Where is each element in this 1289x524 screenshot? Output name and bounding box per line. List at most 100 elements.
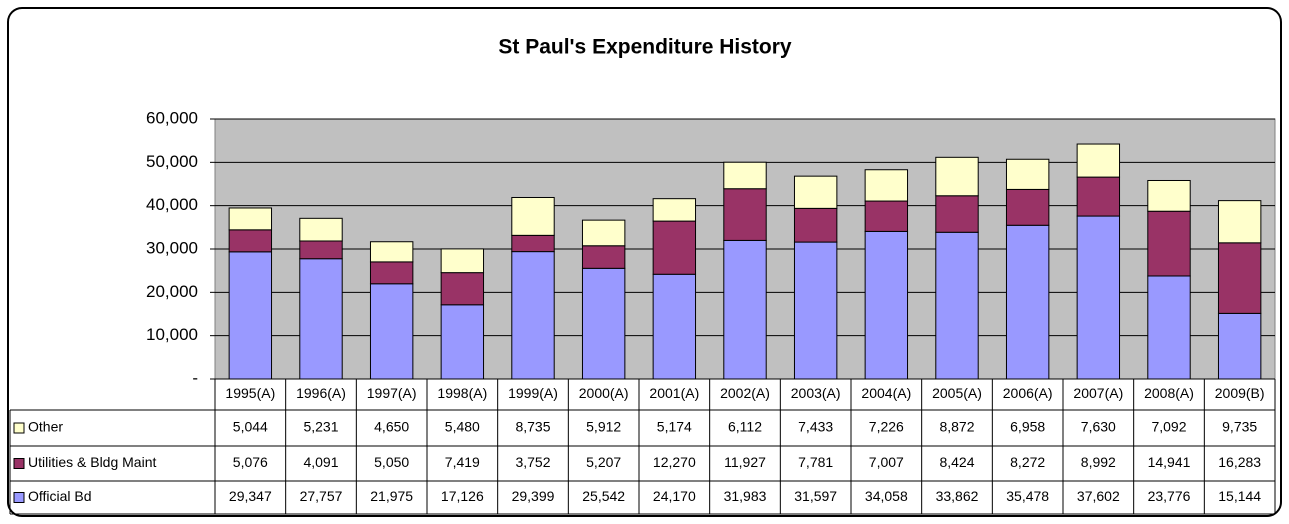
data-label: 8,424 [939, 454, 974, 470]
bar-segment [369, 283, 414, 380]
bar-segment [581, 219, 626, 247]
data-label: 9,735 [1222, 419, 1257, 435]
legend-label: Utilities & Bldg Maint [28, 454, 156, 470]
data-label: 35,478 [1006, 488, 1049, 504]
bar-segment [228, 229, 273, 253]
legend-label: Official Bd [28, 488, 92, 504]
bar-segment [723, 161, 767, 190]
x-tick-label: 2008(A) [1144, 385, 1194, 401]
data-label: 31,597 [794, 488, 837, 504]
data-label: 15,144 [1218, 488, 1261, 504]
x-tick-label: 1995(A) [225, 385, 275, 401]
bar-segment [299, 217, 343, 242]
bar-segment [1147, 275, 1191, 380]
data-label: 31,983 [724, 488, 767, 504]
legend-swatch [13, 422, 25, 434]
bar-segment [228, 207, 273, 231]
data-label: 7,092 [1151, 419, 1186, 435]
bar-segment [1076, 215, 1121, 380]
x-tick-label: 2003(A) [791, 385, 841, 401]
x-tick-label: 2006(A) [1003, 385, 1053, 401]
data-label: 29,347 [229, 488, 272, 504]
bar-segment [1217, 200, 1262, 244]
bar-segment [369, 261, 414, 285]
bar-segment [1005, 158, 1050, 190]
data-label: 5,231 [303, 419, 338, 435]
bar-segment [1147, 210, 1191, 277]
bar-segment [1076, 176, 1121, 217]
data-label: 3,752 [515, 454, 550, 470]
data-label: 7,007 [869, 454, 904, 470]
bar-segment [652, 198, 697, 222]
bar-segment [864, 230, 909, 380]
bar-segment [511, 234, 555, 253]
data-label: 24,170 [653, 488, 696, 504]
y-tick-label: 30,000 [146, 238, 198, 257]
data-label: 8,992 [1081, 454, 1116, 470]
legend-label: Other [28, 419, 63, 435]
data-label: 25,542 [582, 488, 625, 504]
data-label: 4,091 [303, 454, 338, 470]
bar-segment [935, 231, 979, 380]
data-label: 11,927 [724, 454, 766, 470]
data-label: 5,076 [233, 454, 268, 470]
bar-segment [511, 196, 555, 236]
chart-title: St Paul's Expenditure History [498, 36, 792, 59]
legend-swatch [13, 458, 25, 469]
x-tick-label: 2004(A) [861, 385, 911, 401]
bar-segment [793, 175, 838, 209]
data-label: 14,941 [1148, 454, 1191, 470]
bar-segment [1147, 179, 1191, 212]
data-label: 17,126 [441, 488, 484, 504]
data-label: 5,912 [586, 419, 621, 435]
bar-segment [1217, 312, 1262, 380]
data-label: 12,270 [653, 454, 696, 470]
y-tick-label: - [192, 368, 198, 387]
data-label: 7,433 [798, 419, 833, 435]
bar-segment [299, 240, 343, 260]
data-label: 33,862 [936, 488, 979, 504]
data-label: 7,630 [1081, 419, 1116, 435]
bar-segment [652, 273, 697, 380]
data-label: 5,207 [586, 454, 621, 470]
data-label: 5,480 [445, 419, 480, 435]
bar-segment [581, 245, 626, 269]
data-label: 29,399 [512, 488, 555, 504]
bar-segment [793, 241, 838, 380]
bar-segment [652, 220, 697, 275]
y-tick-label: 40,000 [146, 195, 198, 214]
legend-swatch [13, 492, 25, 503]
bar-segment [935, 156, 979, 197]
data-label: 23,776 [1148, 488, 1191, 504]
data-label: 37,602 [1077, 488, 1120, 504]
bar-segment [440, 248, 485, 274]
bar-segment [440, 272, 485, 306]
x-tick-label: 2001(A) [649, 385, 699, 401]
x-tick-label: 1996(A) [296, 385, 346, 401]
x-tick-label: 2005(A) [932, 385, 982, 401]
bar-segment [864, 169, 909, 202]
data-label: 8,272 [1010, 454, 1045, 470]
bar-segment [864, 200, 909, 232]
bar-segment [935, 195, 979, 233]
bar-segment [511, 251, 555, 380]
bar-segment [299, 258, 343, 380]
bar-segment [1076, 143, 1121, 178]
data-label: 6,958 [1010, 419, 1045, 435]
y-tick-label: 10,000 [146, 325, 198, 344]
data-label: 27,757 [300, 488, 343, 504]
bar-segment [723, 188, 767, 241]
data-label: 6,112 [728, 419, 762, 435]
bar-segment [1005, 188, 1050, 226]
data-label: 8,872 [939, 419, 974, 435]
data-label: 5,174 [657, 419, 692, 435]
bar-segment [793, 207, 838, 243]
y-tick-label: 60,000 [146, 108, 198, 127]
bar-segment [369, 241, 414, 263]
bar-segment [581, 267, 626, 380]
data-label: 7,781 [798, 454, 833, 470]
bar-segment [440, 304, 485, 380]
x-tick-label: 2002(A) [720, 385, 770, 401]
x-tick-label: 1998(A) [437, 385, 487, 401]
